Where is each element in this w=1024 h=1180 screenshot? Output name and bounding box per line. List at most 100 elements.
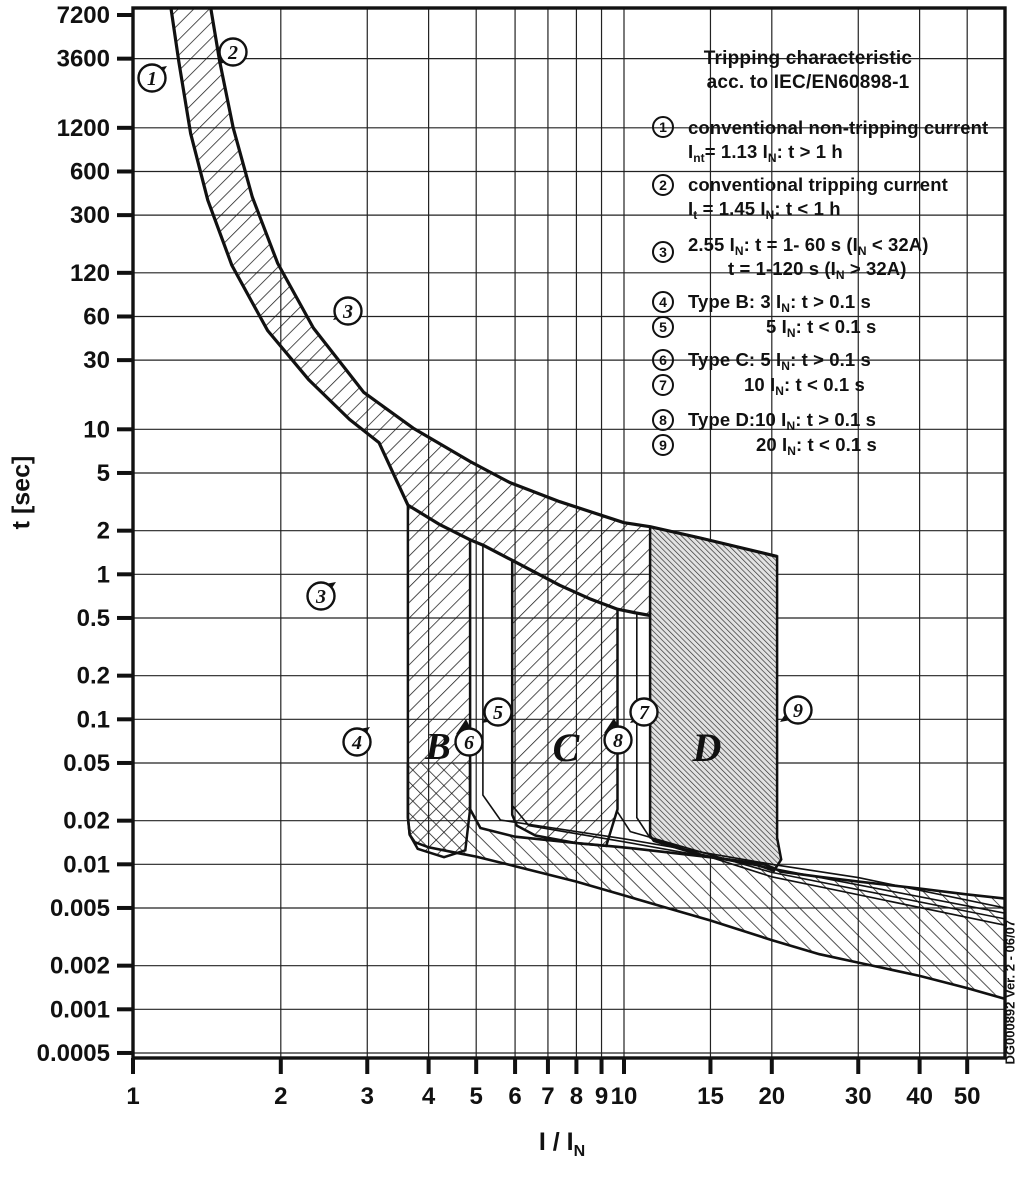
marker-number-8: 8 <box>613 730 623 752</box>
y-tick-label: 300 <box>70 202 110 229</box>
x-axis-title: I / IN <box>538 1128 586 1160</box>
j-line-d-lower <box>636 613 1005 926</box>
x-tick-label: 7 <box>541 1083 554 1110</box>
x-tick-label: 10 <box>611 1083 638 1110</box>
y-tick-label: 2 <box>97 518 110 545</box>
y-tick-label: 0.0005 <box>37 1040 110 1067</box>
legend-num-1: 1 <box>652 116 674 138</box>
y-tick-label: 0.001 <box>50 996 110 1023</box>
y-tick-label: 0.005 <box>50 895 110 922</box>
y-tick-label: 600 <box>70 158 110 185</box>
y-tick-label: 3600 <box>57 46 110 73</box>
marker-circle-2 <box>218 37 248 67</box>
y-tick-label: 0.01 <box>63 851 110 878</box>
x-tick-label: 30 <box>845 1083 872 1110</box>
legend-text-3-2: t = 1-120 s (IN > 32A) <box>728 258 907 282</box>
y-tick-label: 1200 <box>57 115 110 142</box>
marker-circle-4 <box>342 727 372 757</box>
x-tick-label: 4 <box>422 1083 436 1110</box>
marker-circle-9 <box>783 695 813 725</box>
x-tick-label: 15 <box>697 1083 724 1110</box>
legend-num-7: 7 <box>652 374 674 396</box>
bottom-band-bottom-edge <box>406 763 1005 1001</box>
marker-circle-7 <box>629 697 659 727</box>
legend-num-4: 4 <box>652 291 674 313</box>
marker-number-3: 3 <box>315 586 326 608</box>
region-letter-C: C <box>553 725 581 770</box>
legend-text-5-1: 5 IN: t < 0.1 s <box>766 316 877 340</box>
x-tick-label: 1 <box>126 1083 139 1110</box>
marker-circle-3 <box>306 581 336 611</box>
plot-frame <box>131 6 1007 1060</box>
legend-title-line1: Tripping characteristic <box>703 48 913 69</box>
legend-num-5: 5 <box>652 316 674 338</box>
bottom-band-top-edge <box>468 763 1005 900</box>
legend-text-6-1: Type C: 5 IN: t > 0.1 s <box>688 349 871 373</box>
marker-number-9: 9 <box>793 700 803 722</box>
legend-num-2: 2 <box>652 174 674 196</box>
legend-num-3: 3 <box>652 241 674 263</box>
marker-circle-6 <box>454 727 484 757</box>
type-D-band <box>650 526 782 871</box>
y-tick-label: 30 <box>83 347 110 374</box>
marker-circle-5 <box>483 697 513 727</box>
legend-num-9: 9 <box>652 434 674 456</box>
y-tick-label: 120 <box>70 260 110 287</box>
x-tick-label: 6 <box>508 1083 521 1110</box>
x-tick-label: 50 <box>954 1083 981 1110</box>
marker-number-4: 4 <box>351 732 362 754</box>
y-tick-label: 0.002 <box>50 953 110 980</box>
y-tick-label: 5 <box>97 460 110 487</box>
marker-number-3: 3 <box>342 301 353 323</box>
marker-number-1: 1 <box>147 68 157 90</box>
y-axis-title: t [sec] <box>7 455 36 530</box>
plot-border <box>131 6 1007 1060</box>
region-letter-D: D <box>692 725 722 770</box>
y-tick-label: 0.1 <box>77 706 110 733</box>
legend-text-4-1: Type B: 3 IN: t > 0.1 s <box>688 291 871 315</box>
x-tick-label: 40 <box>906 1083 933 1110</box>
legend-text-7-1: 10 IN: t < 0.1 s <box>744 374 865 398</box>
axis-layer: 7200360012006003001206030105210.50.20.10… <box>37 2 981 1110</box>
x-tick-label: 20 <box>758 1083 785 1110</box>
y-tick-label: 0.05 <box>63 750 110 777</box>
y-tick-label: 7200 <box>57 2 110 29</box>
marker-number-6: 6 <box>464 732 474 754</box>
region-letter-B: B <box>424 726 450 768</box>
y-tick-label: 0.2 <box>77 663 110 690</box>
legend-text-1-1: conventional non-tripping current <box>688 117 989 138</box>
thermal-band <box>171 8 651 616</box>
x-tick-label: 5 <box>470 1083 483 1110</box>
lower-thermal-curve <box>169 8 651 618</box>
legend-text-1-2: Int= 1.13 IN: t > 1 h <box>688 141 843 165</box>
region-layer <box>171 8 1005 999</box>
legend-title-line2: acc. to IEC/EN60898-1 <box>706 72 910 93</box>
y-tick-label: 1 <box>97 561 110 588</box>
marker-number-5: 5 <box>493 702 503 724</box>
x-tick-label: 2 <box>274 1083 287 1110</box>
marker-circle-1 <box>137 63 167 93</box>
legend-text-2-2: It = 1.45 IN: t < 1 h <box>688 198 841 222</box>
x-tick-label: 8 <box>570 1083 583 1110</box>
legend-num-8: 8 <box>652 409 674 431</box>
legend-text-3-1: 2.55 IN: t = 1- 60 s (IN < 32A) <box>688 234 929 258</box>
document-id-note: DG000892 Ver. 2 - 06/07 <box>1002 919 1018 1065</box>
legend-text-2-1: conventional tripping current <box>688 174 948 195</box>
legend-text-8-1: Type D:10 IN: t > 0.1 s <box>688 409 877 433</box>
instantaneous-band <box>407 763 1005 999</box>
y-tick-label: 60 <box>83 303 110 330</box>
marker-number-7: 7 <box>639 702 650 724</box>
marker-circle-3 <box>333 296 363 326</box>
x-tick-label: 3 <box>361 1083 374 1110</box>
legend-text-9-1: 20 IN: t < 0.1 s <box>756 434 877 458</box>
curve-layer <box>169 8 1005 1001</box>
upper-thermal-curve <box>209 8 778 558</box>
marker-number-2: 2 <box>227 42 238 64</box>
type-C-band <box>512 560 618 846</box>
y-tick-label: 0.5 <box>77 605 110 632</box>
y-tick-label: 10 <box>83 416 110 443</box>
legend-num-6: 6 <box>652 349 674 371</box>
